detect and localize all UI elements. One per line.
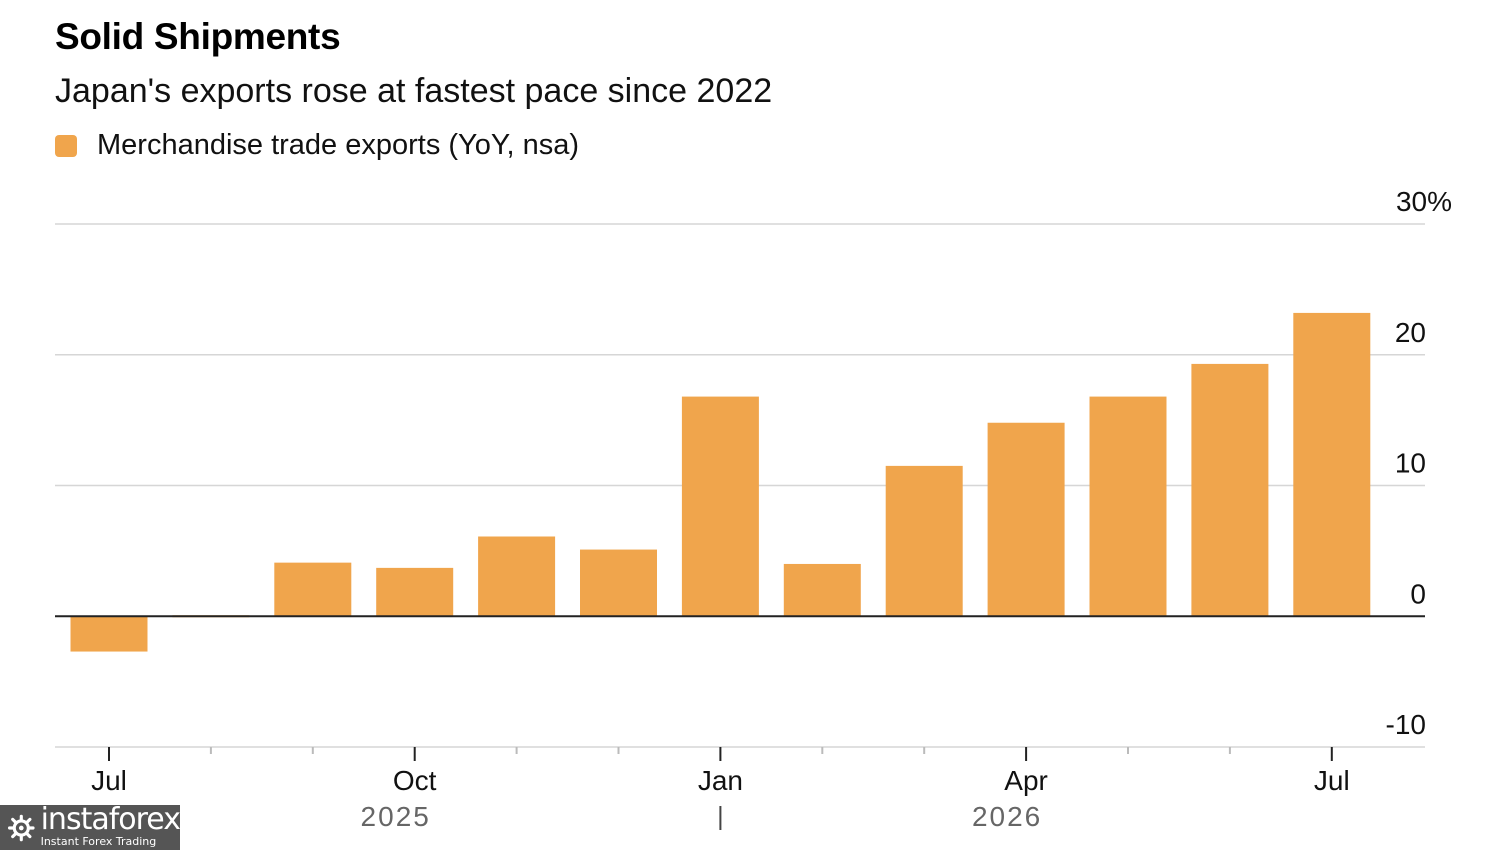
bar [70,616,148,652]
bar [274,562,352,617]
y-tick-label: 10 [1395,448,1426,479]
legend-swatch [55,134,77,157]
bar [987,422,1065,617]
x-tick-label: Oct [393,765,437,796]
watermark-logo: instaforex Instant Forex Trading [0,801,181,850]
bar [478,536,556,617]
bar [1089,396,1167,617]
instaforex-logo-icon [8,814,35,841]
chart-title: Solid Shipments [55,16,341,57]
legend-label: Merchandise trade exports (YoY, nsa) [97,129,579,161]
chart-subtitle: Japan's exports rose at fastest pace sin… [55,72,773,110]
y-tick-label: -10 [1386,709,1426,740]
x-tick-label: Jul [1314,765,1350,796]
y-tick-label: 20 [1395,317,1426,348]
x-year-label: 2026 [972,801,1042,832]
bar [681,396,759,617]
y-tick-label: 30% [1396,186,1452,217]
bar [783,563,861,617]
x-tick-label: Apr [1004,765,1048,796]
watermark-brand: instaforex [40,801,181,837]
bar [1293,312,1371,617]
x-year-label: 2025 [361,801,431,832]
watermark-tagline: Instant Forex Trading [40,834,157,848]
bar [885,465,963,617]
bar [376,567,454,617]
bar [1191,363,1269,617]
x-tick-label: Jul [91,765,127,796]
legend: Merchandise trade exports (YoY, nsa) [55,129,579,162]
y-tick-label: 0 [1410,578,1426,609]
x-tick-label: Jan [698,765,743,796]
bar [580,549,657,617]
